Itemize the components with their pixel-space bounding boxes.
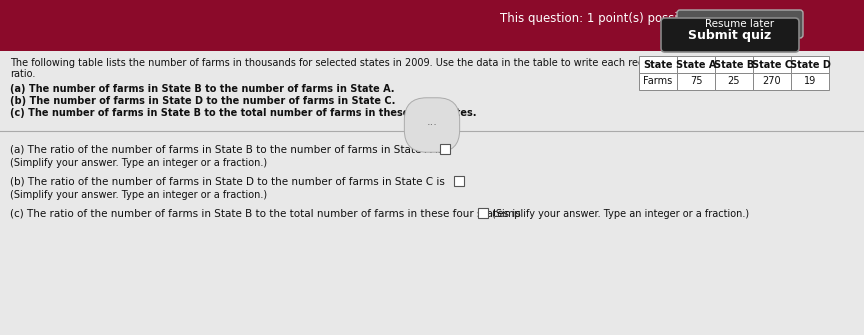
Text: The following table lists the number of farms in thousands for selected states i: The following table lists the number of …	[10, 58, 677, 68]
Text: (a) The ratio of the number of farms in State B to the number of farms in State : (a) The ratio of the number of farms in …	[10, 145, 443, 155]
Text: Farms: Farms	[644, 76, 673, 86]
Text: 25: 25	[727, 76, 740, 86]
Bar	[791, 56, 829, 73]
FancyBboxPatch shape	[661, 18, 799, 52]
FancyBboxPatch shape	[677, 10, 803, 38]
Bar	[791, 73, 829, 90]
Text: (a) The number of farms in State B to the number of farms in State A.: (a) The number of farms in State B to th…	[10, 84, 395, 94]
Text: ···: ···	[427, 120, 437, 130]
Text: (c) The ratio of the number of farms in State B to the total number of farms in : (c) The ratio of the number of farms in …	[10, 209, 521, 219]
Text: (b) The number of farms in State D to the number of farms in State C.: (b) The number of farms in State D to th…	[10, 96, 396, 106]
Bar	[440, 144, 450, 154]
Text: (Simplify your answer. Type an integer or a fraction.): (Simplify your answer. Type an integer o…	[10, 190, 267, 200]
Text: State: State	[644, 60, 673, 69]
Text: 270: 270	[763, 76, 781, 86]
Bar	[753, 73, 791, 90]
Text: 75: 75	[689, 76, 702, 86]
Text: (Simplify your answer. Type an integer or a fraction.): (Simplify your answer. Type an integer o…	[492, 209, 749, 219]
Bar	[639, 73, 677, 90]
Bar	[753, 56, 791, 73]
Bar	[677, 56, 715, 73]
Bar	[715, 56, 753, 73]
Text: (Simplify your answer. Type an integer or a fraction.): (Simplify your answer. Type an integer o…	[10, 158, 267, 168]
Text: State B: State B	[714, 60, 754, 69]
Bar	[454, 176, 464, 186]
Text: (b) The ratio of the number of farms in State D to the number of farms in State : (b) The ratio of the number of farms in …	[10, 177, 445, 187]
Text: (c) The number of farms in State B to the total number of farms in these four st: (c) The number of farms in State B to th…	[10, 108, 477, 118]
Bar	[0, 0, 864, 51]
Text: 19: 19	[804, 76, 816, 86]
Text: State A: State A	[676, 60, 716, 69]
Text: This question: 1 point(s) possible: This question: 1 point(s) possible	[500, 12, 696, 25]
Text: State C: State C	[752, 60, 792, 69]
Text: Resume later: Resume later	[705, 19, 774, 29]
Bar	[478, 208, 488, 218]
Text: State D: State D	[790, 60, 830, 69]
Bar	[0, 51, 864, 335]
Text: ratio.: ratio.	[10, 69, 35, 79]
Text: Submit quiz: Submit quiz	[689, 28, 772, 42]
Bar	[715, 73, 753, 90]
Bar	[639, 56, 677, 73]
Bar	[677, 73, 715, 90]
